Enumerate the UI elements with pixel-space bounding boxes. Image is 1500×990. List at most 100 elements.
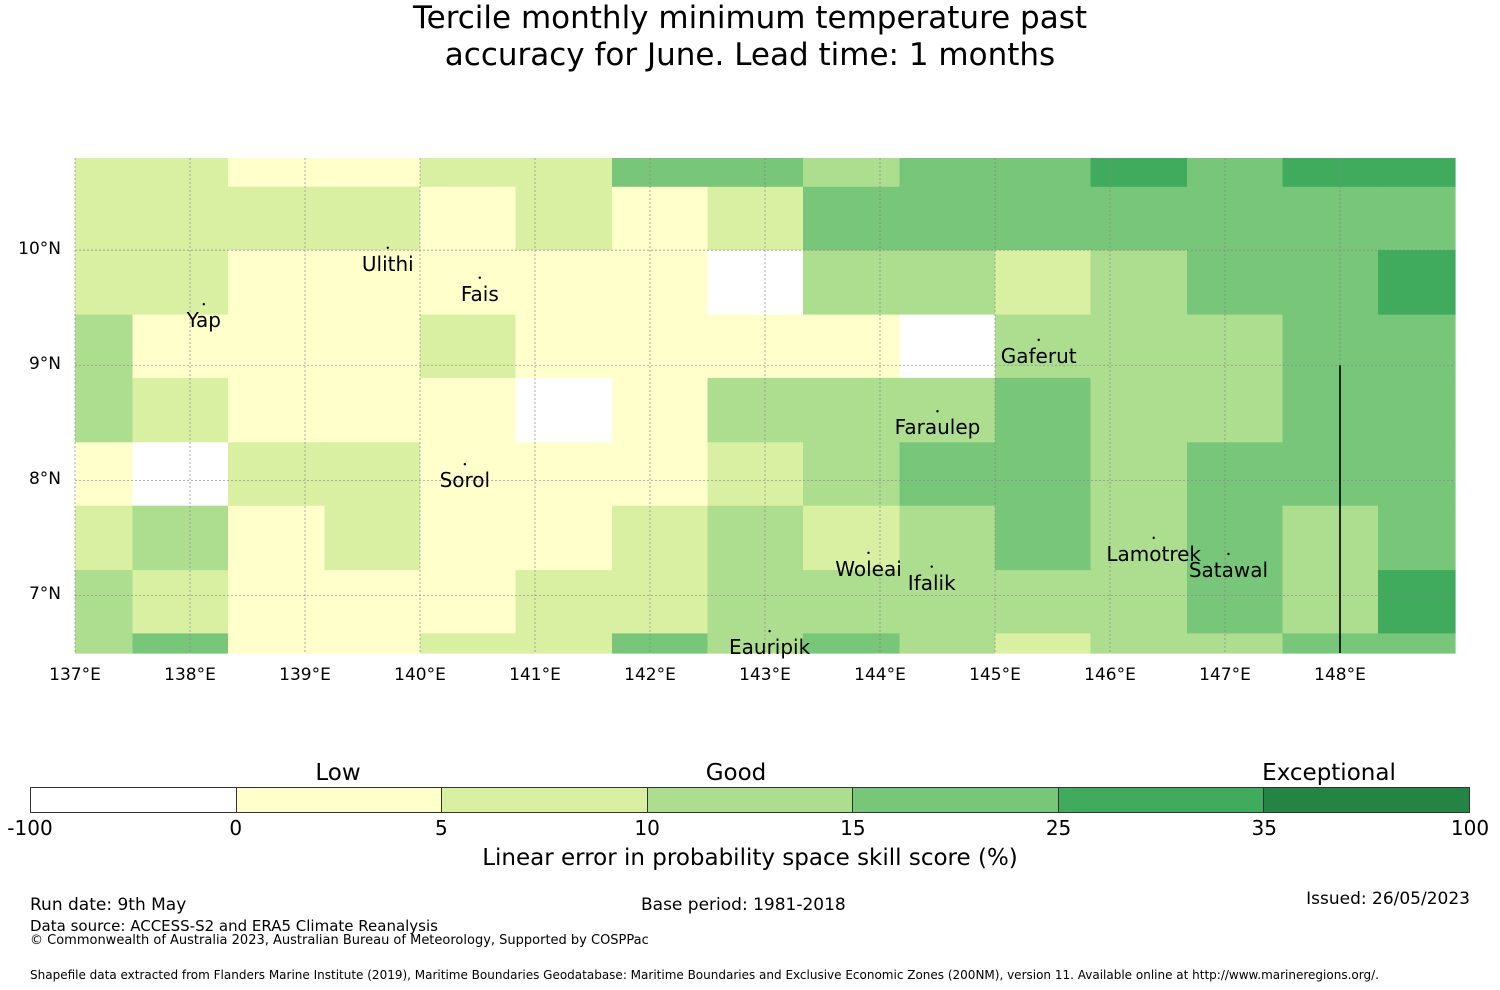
- island-markers: [202, 246, 1230, 633]
- grid-cell: [899, 505, 996, 571]
- colorbar-segment: [1264, 788, 1470, 812]
- longitude-tick-label: 144°E: [854, 665, 906, 685]
- skill-grid: [75, 158, 1456, 654]
- grid-cell: [803, 442, 901, 507]
- grid-cell: [228, 158, 326, 188]
- grid-cell: [707, 314, 804, 379]
- grid-cell: [420, 377, 517, 443]
- grid-cell: [1378, 377, 1456, 443]
- grid-cell: [707, 570, 804, 634]
- grid-cell: [803, 377, 901, 443]
- grid-cell: [1187, 314, 1284, 379]
- grid-cell: [1282, 186, 1379, 251]
- grid-cell: [75, 250, 134, 316]
- grid-cell: [1282, 250, 1379, 316]
- colorbar-tick-label: 100: [1450, 816, 1490, 840]
- colorbar-tick-label: 15: [840, 816, 866, 840]
- grid-cell: [1090, 377, 1188, 443]
- grid-cell: [75, 314, 134, 379]
- grid-cell: [228, 442, 326, 507]
- grid-cell: [132, 377, 229, 443]
- title-line-2: accuracy for June. Lead time: 1 months: [444, 37, 1056, 73]
- grid-cell: [1282, 442, 1379, 507]
- grid-cell: [1090, 570, 1188, 634]
- grid-cell: [1378, 633, 1456, 654]
- island-marker: [936, 410, 939, 413]
- grid-cell: [75, 158, 134, 188]
- grid-cell: [75, 442, 134, 507]
- grid-cell: [803, 505, 901, 571]
- grid-cell: [803, 633, 901, 654]
- base-period: Base period: 1981-2018: [641, 895, 846, 915]
- grid-cell: [132, 442, 229, 507]
- grid-cell: [1378, 505, 1456, 571]
- grid-cell: [324, 570, 421, 634]
- colorbar-segment: [31, 788, 237, 812]
- grid-cell: [228, 570, 326, 634]
- grid-cell: [132, 505, 229, 571]
- grid-cell: [803, 314, 901, 379]
- grid-cell: [612, 158, 709, 188]
- grid-cell: [899, 377, 996, 443]
- latitude-tick-label: 10°N: [18, 239, 61, 260]
- grid-cell: [75, 377, 134, 443]
- category-good: Good: [705, 760, 767, 786]
- colorbar-tick-label: 5: [435, 816, 448, 840]
- grid-cell: [228, 505, 326, 571]
- grid-cell: [324, 250, 421, 316]
- longitude-tick-label: 145°E: [969, 665, 1021, 685]
- grid-cell: [515, 570, 613, 634]
- grid-cell: [132, 250, 229, 316]
- grid-cell: [707, 186, 804, 251]
- category-low: Low: [315, 760, 361, 786]
- place-label: Woleai: [835, 556, 902, 581]
- grid-cell: [75, 186, 134, 251]
- grid-cell: [1378, 314, 1456, 379]
- colorbar-segment: [647, 788, 854, 812]
- place-label: Faraulep: [894, 415, 981, 440]
- island-marker: [478, 276, 481, 279]
- grid-cell: [1187, 377, 1284, 443]
- graticule: [74, 158, 1455, 653]
- grid-cell: [803, 158, 901, 188]
- island-marker: [463, 463, 467, 466]
- grid-cell: [1090, 633, 1188, 654]
- longitude-tick-label: 143°E: [739, 665, 791, 685]
- grid-cell: [995, 186, 1092, 251]
- longitude-tick-label: 138°E: [164, 665, 216, 685]
- grid-cell: [1282, 377, 1379, 443]
- run-date: Run date: 9th May: [30, 895, 187, 915]
- island-marker: [386, 246, 389, 249]
- grid-cell: [324, 505, 421, 571]
- longitude-tick-label: 147°E: [1199, 665, 1251, 685]
- longitude-tick-label: 141°E: [509, 665, 561, 685]
- grid-cell: [1378, 570, 1456, 634]
- grid-cell: [995, 250, 1092, 316]
- grid-cell: [1090, 158, 1188, 188]
- grid-cell: [707, 250, 804, 316]
- place-label: Satawal: [1188, 558, 1269, 582]
- grid-cell: [515, 505, 613, 571]
- grid-cell: [228, 377, 326, 443]
- grid-cell: [515, 158, 613, 188]
- grid-cell: [612, 570, 709, 634]
- skill-map: [74, 158, 1456, 654]
- grid-cell: [1187, 633, 1284, 654]
- colorbar: [30, 787, 1470, 813]
- grid-cell: [420, 158, 517, 188]
- latitude-tick-label: 8°N: [28, 469, 61, 490]
- colorbar-segment: [1058, 788, 1265, 812]
- grid-cell: [324, 314, 421, 379]
- grid-cell: [899, 570, 996, 634]
- grid-cell: [707, 377, 804, 443]
- grid-cell: [899, 314, 996, 379]
- grid-cell: [612, 377, 709, 443]
- grid-cell: [899, 442, 996, 507]
- colorbar-tick-label: 25: [1045, 816, 1072, 840]
- longitude-tick-label: 140°E: [394, 665, 446, 685]
- island-marker: [867, 551, 870, 555]
- colorbar-tick-label: 35: [1251, 816, 1278, 840]
- grid-cell: [515, 442, 613, 507]
- grid-cell: [1378, 186, 1456, 251]
- grid-cell: [324, 442, 421, 507]
